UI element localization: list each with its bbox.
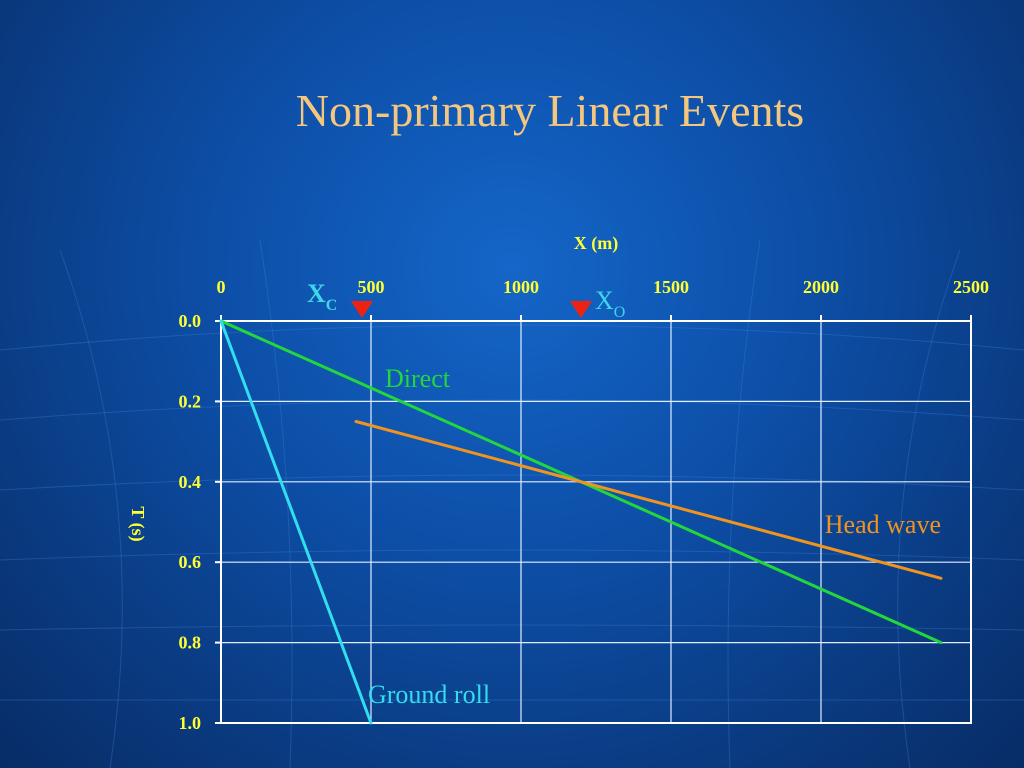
x-tick-label: 2000 (803, 277, 839, 297)
slide-title: Non-primary Linear Events (295, 85, 805, 136)
series-label-ground-roll: Ground roll (368, 680, 490, 709)
y-tick-label: 0.0 (179, 311, 202, 331)
marker-label-xo: XO (595, 286, 625, 321)
y-tick-label: 0.6 (179, 552, 202, 572)
marker-triangle-xc (351, 301, 373, 318)
x-tick-label: 500 (358, 277, 385, 297)
series-label-head-wave: Head wave (825, 510, 941, 539)
series-label-direct: Direct (385, 364, 451, 393)
marker-label-xc: XC (307, 279, 337, 314)
y-axis-title: T (s) (127, 506, 148, 541)
plot-frame (220, 320, 972, 724)
y-tick-label: 1.0 (179, 713, 202, 733)
x-tick-label: 1000 (503, 277, 539, 297)
y-tick-label: 0.2 (179, 391, 202, 411)
x-tick-label: 0 (217, 277, 226, 297)
series-line-head-wave (354, 420, 943, 580)
x-tick-label: 2500 (953, 277, 989, 297)
y-tick-label: 0.8 (179, 633, 202, 653)
x-axis-title: X (m) (574, 233, 618, 254)
x-tick-label: 1500 (653, 277, 689, 297)
marker-triangle-xo (570, 301, 592, 318)
series-line-ground-roll (219, 319, 373, 725)
y-tick-label: 0.4 (179, 472, 202, 492)
